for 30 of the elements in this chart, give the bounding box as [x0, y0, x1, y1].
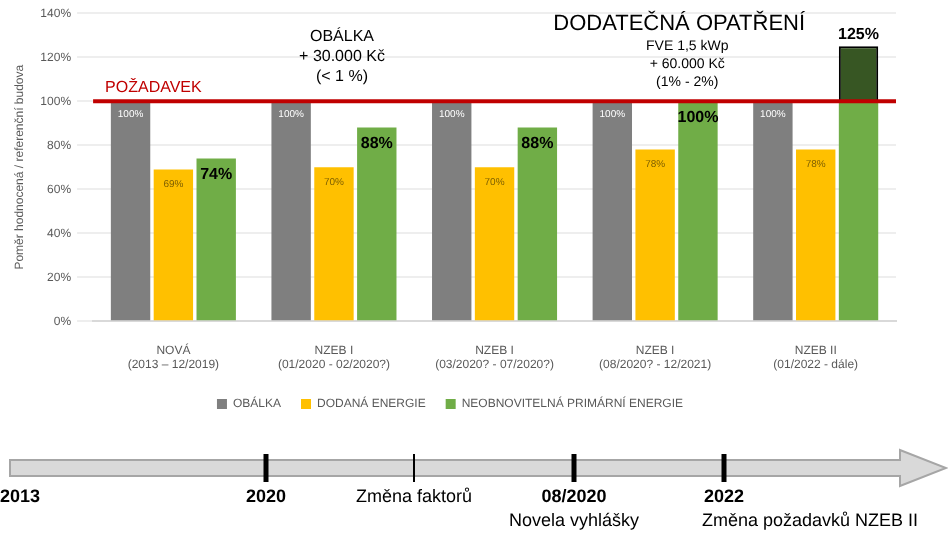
bar	[153, 169, 194, 321]
annotation: DODATEČNÁ OPATŘENÍ	[553, 10, 807, 37]
annotation: OBÁLKA + 30.000 Kč (< 1 %)	[299, 27, 385, 86]
bar	[517, 127, 558, 321]
bar	[635, 149, 675, 321]
bar	[678, 101, 718, 321]
data-label: 100%	[677, 107, 719, 126]
text: Změna faktorů	[355, 486, 473, 506]
ref-line-label: POŽADAVEK	[105, 77, 204, 96]
data-label: 88%	[360, 134, 393, 153]
bar	[110, 101, 151, 321]
bar	[474, 167, 515, 321]
bar	[432, 101, 472, 321]
bar	[592, 101, 632, 321]
data-label: 74%	[200, 164, 233, 183]
bar	[796, 149, 836, 321]
text: 08/2020	[541, 486, 607, 506]
text: Novela vyhlášky	[508, 510, 640, 530]
data-label: 88%	[521, 134, 554, 153]
bar	[838, 101, 879, 321]
bar	[753, 101, 793, 321]
text: 2022	[703, 486, 745, 506]
data-label: 125%	[838, 24, 879, 43]
text: 2020	[245, 486, 287, 506]
text: Změna požadavků NZEB II	[699, 508, 921, 532]
bar	[196, 158, 236, 321]
bar	[357, 127, 397, 321]
bar	[314, 167, 354, 321]
bar	[271, 101, 311, 321]
text: 2013	[0, 484, 43, 508]
